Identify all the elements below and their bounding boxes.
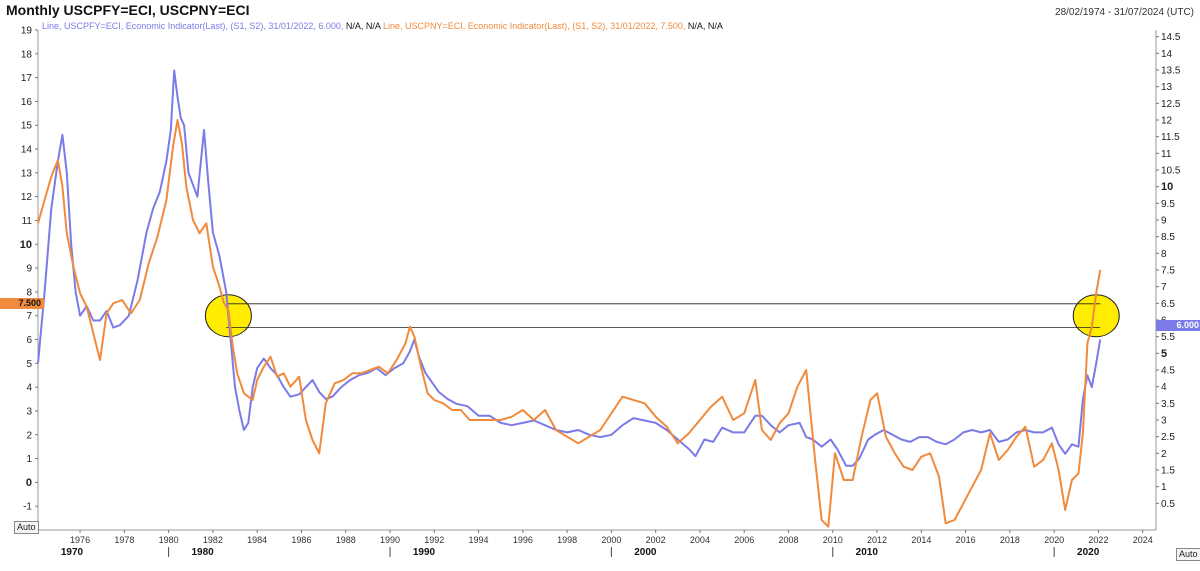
right-tick-label: 0.5 (1161, 499, 1175, 510)
left-tick-label: 11 (22, 216, 33, 227)
right-tick-label: 7.5 (1161, 266, 1175, 277)
right-tick-label: 2.5 (1161, 432, 1175, 443)
left-tick-label: 9 (26, 264, 32, 275)
date-range: 28/02/1974 - 31/07/2024 (UTC) (1055, 7, 1194, 18)
legend-series-2-na: N/A, N/A (687, 21, 723, 31)
left-axis-auto-button[interactable]: Auto (14, 521, 39, 534)
right-tick-label: 3 (1161, 416, 1167, 427)
legend-series-1: Line, USCPFY=ECI, Economic Indicator(Las… (42, 21, 344, 31)
left-tick-label: 5 (26, 359, 32, 370)
left-value-tag: 7.500 (0, 298, 44, 309)
x-tick-label: 2014 (911, 535, 931, 545)
series-line-1 (37, 69, 1102, 467)
x-tick-label: 1990 (380, 535, 400, 545)
decade-label: 2010 (856, 547, 879, 558)
right-tick-label: 13 (1161, 82, 1173, 93)
left-tick-label: 1 (26, 454, 32, 465)
left-tick-label: 19 (21, 26, 33, 37)
x-tick-label: 1994 (469, 535, 489, 545)
x-tick-label: 2018 (1000, 535, 1020, 545)
left-tick-label: 6 (26, 335, 32, 346)
right-tick-label: 4.5 (1161, 366, 1175, 377)
left-tick-label: 8 (26, 287, 32, 298)
left-tick-label: 3 (26, 406, 32, 417)
x-tick-label: 2004 (690, 535, 710, 545)
x-tick-label: 2010 (823, 535, 843, 545)
right-tick-label: 3.5 (1161, 399, 1175, 410)
right-tick-label: 10 (1161, 181, 1173, 193)
left-tick-label: 4 (26, 383, 32, 394)
x-tick-label: 2008 (778, 535, 798, 545)
left-tick-label: 7 (26, 311, 32, 322)
x-tick-label: 1978 (114, 535, 134, 545)
left-tick-label: 2 (26, 430, 32, 441)
x-tick-label: 1980 (159, 535, 179, 545)
x-tick-label: 2000 (601, 535, 621, 545)
right-tick-label: 11 (1161, 149, 1172, 160)
left-tick-label: 10 (20, 239, 32, 251)
x-tick-label: 1976 (70, 535, 90, 545)
right-tick-label: 4 (1161, 382, 1167, 393)
left-tick-label: -1 (23, 502, 32, 513)
x-tick-label: 2012 (867, 535, 887, 545)
x-tick-label: 1982 (203, 535, 223, 545)
right-tick-label: 9.5 (1161, 199, 1175, 210)
right-tick-label: 6.5 (1161, 299, 1175, 310)
legend-series-1-na: N/A, N/A (345, 21, 381, 31)
x-tick-label: 2022 (1088, 535, 1108, 545)
right-tick-label: 2 (1161, 449, 1167, 460)
x-tick-label: 1988 (336, 535, 356, 545)
x-tick-label: 2016 (956, 535, 976, 545)
left-tick-label: 13 (21, 168, 33, 179)
decade-label: 2020 (1077, 547, 1100, 558)
decade-label: 1970 (61, 547, 84, 558)
right-tick-label: 14.5 (1161, 32, 1181, 43)
right-tick-label: 9 (1161, 216, 1167, 227)
legend-series-2: Line, USCPNY=ECI, Economic Indicator(Las… (382, 21, 686, 31)
left-tick-label: 14 (21, 145, 33, 156)
x-tick-label: 2020 (1044, 535, 1064, 545)
left-tick-label: 16 (21, 97, 33, 108)
decade-label: 1980 (191, 547, 214, 558)
decade-label: 2000 (634, 547, 657, 558)
series-line-2 (37, 119, 1102, 528)
right-tick-label: 1.5 (1161, 466, 1175, 477)
x-tick-label: 2006 (734, 535, 754, 545)
x-tick-label: 1996 (513, 535, 533, 545)
highlight-circle (1072, 294, 1120, 338)
right-tick-label: 1 (1161, 482, 1167, 493)
x-tick-label: 1998 (557, 535, 577, 545)
left-tick-label: 15 (21, 121, 33, 132)
right-tick-label: 12 (1161, 116, 1173, 127)
decade-label: 1990 (413, 547, 436, 558)
legend: Line, USCPFY=ECI, Economic Indicator(Las… (42, 21, 723, 31)
x-tick-label: 1984 (247, 535, 267, 545)
left-tick-label: 0 (26, 477, 32, 489)
right-tick-label: 12.5 (1161, 99, 1181, 110)
left-tick-label: 12 (21, 192, 33, 203)
chart-title: Monthly USCPFY=ECI, USCPNY=ECI (6, 2, 250, 18)
right-axis-auto-button[interactable]: Auto (1176, 548, 1200, 561)
x-tick-label: 2002 (646, 535, 666, 545)
x-tick-label: 1986 (291, 535, 311, 545)
right-tick-label: 8 (1161, 249, 1167, 260)
left-tick-label: 18 (21, 49, 33, 60)
right-tick-label: 7 (1161, 282, 1167, 293)
right-tick-label: 5.5 (1161, 332, 1175, 343)
right-tick-label: 13.5 (1161, 66, 1181, 77)
right-tick-label: 8.5 (1161, 232, 1175, 243)
right-tick-label: 11.5 (1161, 132, 1180, 143)
x-tick-label: 1992 (424, 535, 444, 545)
right-tick-label: 14 (1161, 49, 1173, 60)
right-value-tag: 6.000 (1156, 320, 1200, 331)
right-tick-label: 10.5 (1161, 166, 1181, 177)
right-tick-label: 5 (1161, 348, 1167, 360)
x-tick-label: 2024 (1133, 535, 1153, 545)
left-tick-label: 17 (21, 73, 33, 84)
